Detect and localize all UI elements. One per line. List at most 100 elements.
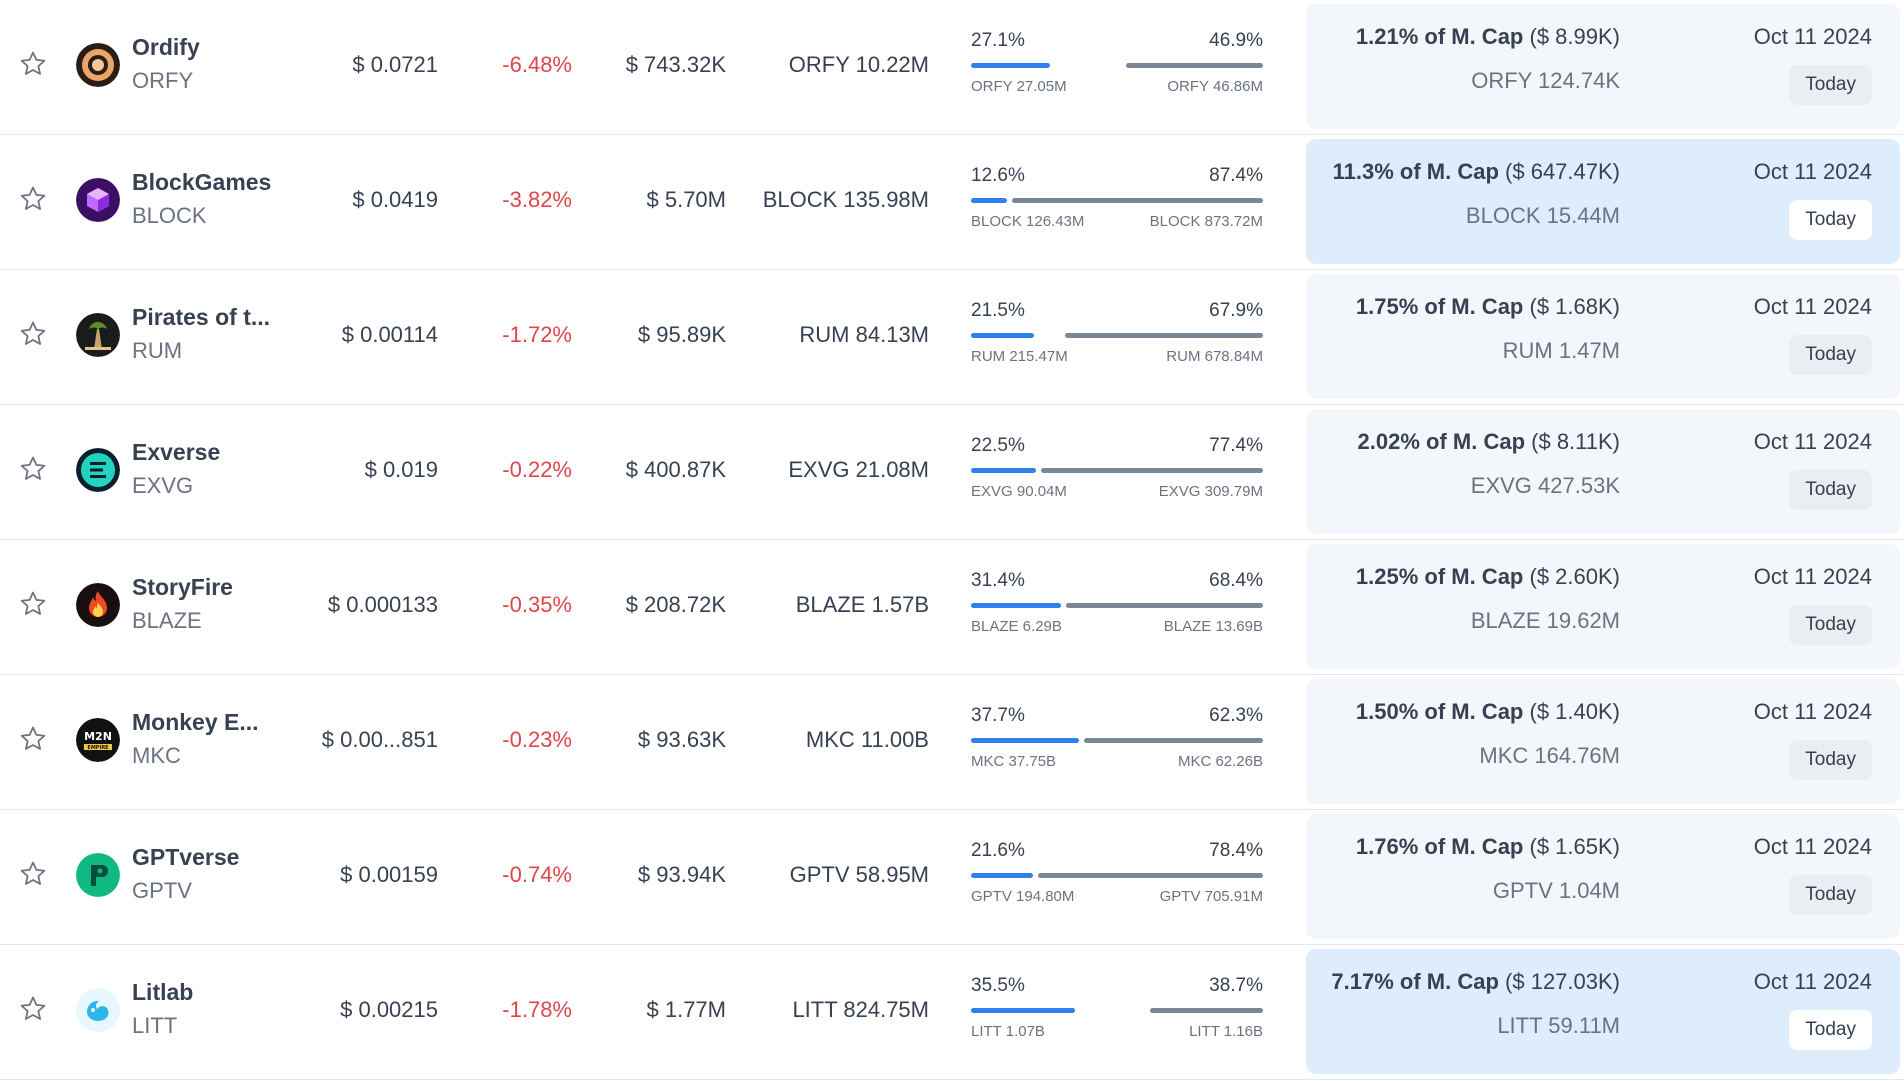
next-unlock-date: Oct 11 2024 xyxy=(1753,429,1872,454)
next-unlock-percent: 1.76% of M. Cap ($ 1.65K) xyxy=(1356,834,1620,860)
locked-bar xyxy=(1038,873,1263,878)
price-change: -0.35% xyxy=(502,592,572,617)
next-unlock-tokens: BLOCK 15.44M xyxy=(1465,203,1620,228)
next-unlock-card[interactable]: 11.3% of M. Cap ($ 647.47K) BLOCK 15.44M… xyxy=(1306,139,1900,264)
token-name[interactable]: GPTverse xyxy=(132,844,240,870)
next-unlock-card[interactable]: 7.17% of M. Cap ($ 127.03K) LITT 59.11M … xyxy=(1306,949,1900,1074)
ordify-logo-icon xyxy=(76,43,120,87)
token-ticker: LITT xyxy=(132,1013,178,1038)
table-row-block[interactable]: BlockGames BLOCK $ 0.0419 -3.82% $ 5.70M… xyxy=(0,135,1904,270)
table-row-orfy[interactable]: Ordify ORFY $ 0.0721 -6.48% $ 743.32K OR… xyxy=(0,0,1904,135)
locked-bar xyxy=(1041,468,1263,473)
table-row-blaze[interactable]: StoryFire BLAZE $ 0.000133 -0.35% $ 208.… xyxy=(0,540,1904,675)
star-icon[interactable] xyxy=(18,994,48,1024)
next-unlock-mcap-percent: 1.76% of M. Cap xyxy=(1355,834,1524,859)
next-unlock-percent: 1.25% of M. Cap ($ 2.60K) xyxy=(1356,564,1620,590)
token-name[interactable]: Exverse xyxy=(132,439,221,465)
next-unlock-card[interactable]: 1.75% of M. Cap ($ 1.68K) RUM 1.47M Oct … xyxy=(1306,274,1900,399)
gptverse-logo-icon xyxy=(76,853,120,897)
locked-amount: ORFY 46.86M xyxy=(1167,78,1263,95)
token-price: $ 0.0419 xyxy=(352,187,438,212)
locked-bar xyxy=(1126,63,1263,68)
next-unlock-value: ($ 2.60K) xyxy=(1529,564,1621,589)
unlocked-bar xyxy=(971,1008,1075,1013)
circulating-supply: GPTV 58.95M xyxy=(789,862,929,887)
token-name[interactable]: Pirates of t... xyxy=(132,304,271,330)
countdown-badge[interactable]: Today xyxy=(1789,335,1872,375)
price-change: -0.22% xyxy=(502,457,572,482)
price-change: -3.82% xyxy=(502,187,572,212)
unlock-progress: 27.1% 46.9% ORFY 27.05M ORFY 46.86M xyxy=(971,30,1263,100)
next-unlock-tokens: RUM 1.47M xyxy=(1502,338,1620,363)
token-price: $ 0.019 xyxy=(364,457,438,482)
unlocked-percent: 22.5% xyxy=(971,435,1025,456)
next-unlock-mcap-percent: 1.50% of M. Cap xyxy=(1355,699,1524,724)
circulating-supply: ORFY 10.22M xyxy=(788,52,929,77)
locked-percent: 78.4% xyxy=(1209,840,1263,861)
star-icon[interactable] xyxy=(18,589,48,619)
next-unlock-date: Oct 11 2024 xyxy=(1753,699,1872,724)
market-cap: $ 5.70M xyxy=(646,187,727,212)
circulating-supply: BLAZE 1.57B xyxy=(795,592,929,617)
unlocked-percent: 31.4% xyxy=(971,570,1025,591)
star-icon[interactable] xyxy=(18,859,48,889)
unlocked-amount: GPTV 194.80M xyxy=(971,888,1075,905)
countdown-badge[interactable]: Today xyxy=(1789,200,1872,240)
token-name[interactable]: Litlab xyxy=(132,979,194,1005)
next-unlock-value: ($ 647.47K) xyxy=(1505,159,1620,184)
svg-text:EMPIRE: EMPIRE xyxy=(87,745,109,751)
pirates-logo-icon xyxy=(76,313,120,357)
next-unlock-card[interactable]: 1.76% of M. Cap ($ 1.65K) GPTV 1.04M Oct… xyxy=(1306,814,1900,939)
next-unlock-percent: 7.17% of M. Cap ($ 127.03K) xyxy=(1331,969,1620,995)
unlocked-amount: ORFY 27.05M xyxy=(971,78,1067,95)
unlocked-bar xyxy=(971,468,1036,473)
unlocked-percent: 21.5% xyxy=(971,300,1025,321)
star-icon[interactable] xyxy=(18,454,48,484)
next-unlock-date: Oct 11 2024 xyxy=(1753,294,1872,319)
token-ticker: MKC xyxy=(132,743,181,768)
unlock-progress: 12.6% 87.4% BLOCK 126.43M BLOCK 873.72M xyxy=(971,165,1263,235)
countdown-badge[interactable]: Today xyxy=(1789,875,1872,915)
token-name[interactable]: Ordify xyxy=(132,34,200,60)
token-name[interactable]: StoryFire xyxy=(132,574,233,600)
next-unlock-value: ($ 127.03K) xyxy=(1505,969,1620,994)
exverse-logo-icon xyxy=(76,448,120,492)
locked-bar xyxy=(1150,1008,1263,1013)
next-unlock-tokens: BLAZE 19.62M xyxy=(1470,608,1620,633)
star-icon[interactable] xyxy=(18,184,48,214)
next-unlock-percent: 11.3% of M. Cap ($ 647.47K) xyxy=(1333,159,1620,185)
star-icon[interactable] xyxy=(18,49,48,79)
table-row-gptv[interactable]: GPTverse GPTV $ 0.00159 -0.74% $ 93.94K … xyxy=(0,810,1904,945)
next-unlock-card[interactable]: 1.25% of M. Cap ($ 2.60K) BLAZE 19.62M O… xyxy=(1306,544,1900,669)
table-row-mkc[interactable]: M2N EMPIRE Monkey E... MKC $ 0.00...851 -… xyxy=(0,675,1904,810)
countdown-badge[interactable]: Today xyxy=(1789,740,1872,780)
countdown-badge[interactable]: Today xyxy=(1789,605,1872,645)
unlocked-percent: 21.6% xyxy=(971,840,1025,861)
table-row-litt[interactable]: Litlab LITT $ 0.00215 -1.78% $ 1.77M LIT… xyxy=(0,945,1904,1080)
next-unlock-card[interactable]: 2.02% of M. Cap ($ 8.11K) EXVG 427.53K O… xyxy=(1306,409,1900,534)
locked-percent: 77.4% xyxy=(1209,435,1263,456)
locked-bar xyxy=(1084,738,1263,743)
countdown-badge[interactable]: Today xyxy=(1789,1010,1872,1050)
market-cap: $ 93.63K xyxy=(637,727,726,752)
token-name[interactable]: BlockGames xyxy=(132,169,272,195)
next-unlock-percent: 2.02% of M. Cap ($ 8.11K) xyxy=(1358,429,1620,455)
unlocked-amount: RUM 215.47M xyxy=(971,348,1068,365)
next-unlock-card[interactable]: 1.21% of M. Cap ($ 8.99K) ORFY 124.74K O… xyxy=(1306,4,1900,129)
countdown-badge[interactable]: Today xyxy=(1789,470,1872,510)
star-icon[interactable] xyxy=(18,724,48,754)
token-price: $ 0.00114 xyxy=(341,322,438,347)
token-name[interactable]: Monkey E... xyxy=(132,709,259,735)
next-unlock-card[interactable]: 1.50% of M. Cap ($ 1.40K) MKC 164.76M Oc… xyxy=(1306,679,1900,804)
next-unlock-value: ($ 1.40K) xyxy=(1529,699,1621,724)
circulating-supply: MKC 11.00B xyxy=(805,727,929,752)
star-icon[interactable] xyxy=(18,319,48,349)
countdown-badge[interactable]: Today xyxy=(1789,65,1872,105)
unlocked-amount: LITT 1.07B xyxy=(971,1023,1045,1040)
unlocked-bar xyxy=(971,333,1034,338)
table-row-rum[interactable]: Pirates of t... RUM $ 0.00114 -1.72% $ 9… xyxy=(0,270,1904,405)
table-row-exvg[interactable]: Exverse EXVG $ 0.019 -0.22% $ 400.87K EX… xyxy=(0,405,1904,540)
locked-percent: 68.4% xyxy=(1209,570,1263,591)
unlock-progress: 21.5% 67.9% RUM 215.47M RUM 678.84M xyxy=(971,300,1263,370)
